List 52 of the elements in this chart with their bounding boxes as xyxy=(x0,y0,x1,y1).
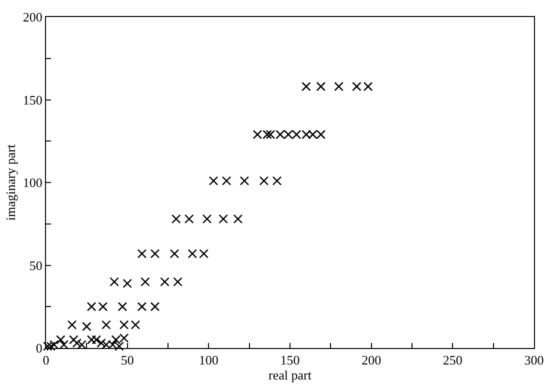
point xyxy=(150,249,160,258)
point xyxy=(240,176,250,186)
x-tick-label: 100 xyxy=(198,352,218,368)
y-axis-title: imaginary part xyxy=(2,144,18,221)
point xyxy=(119,320,129,330)
y-tick-label: 50 xyxy=(29,258,42,273)
x-tick-label: 250 xyxy=(442,352,462,368)
point xyxy=(363,82,373,92)
point xyxy=(259,176,269,186)
point xyxy=(130,320,140,330)
point xyxy=(72,338,82,348)
point xyxy=(302,82,311,92)
x-tick-label: 50 xyxy=(120,352,134,368)
point xyxy=(137,249,147,258)
point xyxy=(173,277,182,286)
point xyxy=(316,82,326,92)
point xyxy=(184,214,194,224)
y-tick-label: 100 xyxy=(22,175,42,190)
point xyxy=(171,214,181,224)
y-tick-label: 150 xyxy=(22,92,42,108)
x-tick-label: 150 xyxy=(280,352,300,368)
point xyxy=(160,277,170,286)
x-tick-label: 200 xyxy=(362,352,382,368)
y-tick-label: 0 xyxy=(36,340,42,356)
point xyxy=(233,214,243,224)
point xyxy=(137,302,147,312)
point xyxy=(56,335,66,344)
x-axis-title: real part xyxy=(268,368,312,383)
point xyxy=(140,277,150,286)
point xyxy=(199,249,208,258)
point xyxy=(272,176,282,186)
point xyxy=(98,302,108,312)
y-tick-label: 200 xyxy=(22,10,42,25)
point xyxy=(96,338,106,348)
x-tick-label: 300 xyxy=(524,352,544,368)
point xyxy=(82,322,92,332)
point xyxy=(188,249,198,258)
point xyxy=(334,82,344,92)
point xyxy=(69,335,78,344)
point xyxy=(150,302,160,312)
point xyxy=(110,277,119,286)
point xyxy=(208,176,218,186)
point xyxy=(67,320,77,330)
point xyxy=(170,249,180,258)
point xyxy=(222,176,232,186)
point xyxy=(102,320,111,330)
point xyxy=(118,302,128,312)
point xyxy=(86,302,96,312)
point xyxy=(352,82,362,92)
point xyxy=(202,214,212,224)
point xyxy=(218,214,228,224)
point xyxy=(122,278,132,288)
